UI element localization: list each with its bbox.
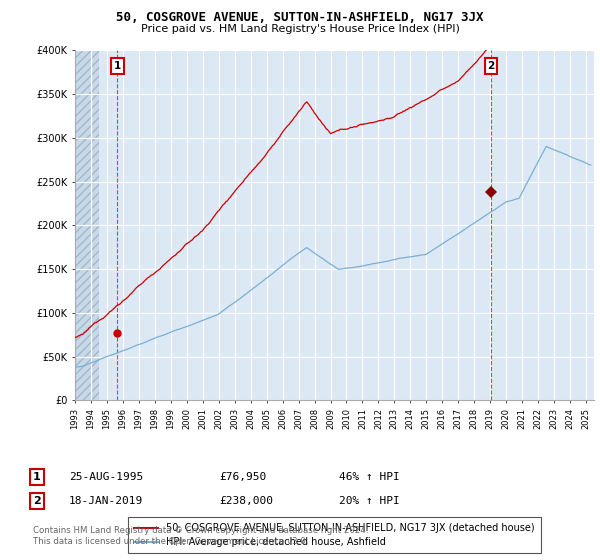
Text: £238,000: £238,000 xyxy=(219,496,273,506)
Text: Price paid vs. HM Land Registry's House Price Index (HPI): Price paid vs. HM Land Registry's House … xyxy=(140,24,460,34)
Text: 25-AUG-1995: 25-AUG-1995 xyxy=(69,472,143,482)
Text: 18-JAN-2019: 18-JAN-2019 xyxy=(69,496,143,506)
Text: 46% ↑ HPI: 46% ↑ HPI xyxy=(339,472,400,482)
Text: 50, COSGROVE AVENUE, SUTTON-IN-ASHFIELD, NG17 3JX: 50, COSGROVE AVENUE, SUTTON-IN-ASHFIELD,… xyxy=(116,11,484,24)
Text: 20% ↑ HPI: 20% ↑ HPI xyxy=(339,496,400,506)
Text: 2: 2 xyxy=(487,61,494,71)
Text: Contains HM Land Registry data © Crown copyright and database right 2024.
This d: Contains HM Land Registry data © Crown c… xyxy=(33,526,368,546)
Text: 1: 1 xyxy=(113,61,121,71)
Text: 1: 1 xyxy=(33,472,41,482)
Text: £76,950: £76,950 xyxy=(219,472,266,482)
Bar xyxy=(75,50,99,400)
Legend: 50, COSGROVE AVENUE, SUTTON-IN-ASHFIELD, NG17 3JX (detached house), HPI: Average: 50, COSGROVE AVENUE, SUTTON-IN-ASHFIELD,… xyxy=(128,517,541,553)
Text: 2: 2 xyxy=(33,496,41,506)
